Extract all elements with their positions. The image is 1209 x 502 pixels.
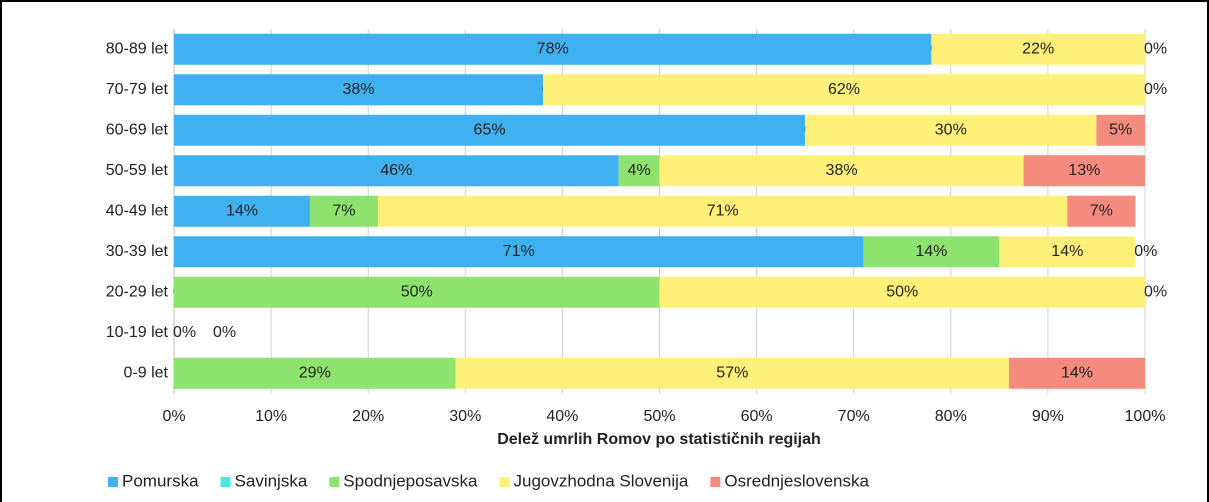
- data-label: 0%: [1134, 243, 1157, 260]
- bar-segment: [542, 74, 1145, 106]
- bar-segment: [377, 195, 1068, 227]
- bar-segment: [174, 195, 310, 227]
- x-tick-label: 20%: [352, 408, 384, 425]
- data-label: 0%: [1144, 81, 1167, 98]
- bar-segment: [455, 357, 1010, 389]
- data-label: 50%: [886, 283, 918, 300]
- bar-segment: [659, 155, 1024, 187]
- y-tick-label: 80-89 let: [106, 40, 169, 57]
- x-tick-label: 40%: [546, 408, 578, 425]
- data-label: 71%: [707, 202, 739, 219]
- legend-swatch: [710, 477, 721, 487]
- x-tick-label: 50%: [643, 408, 675, 425]
- data-label: 13%: [1068, 162, 1100, 179]
- bar-segment: [1023, 155, 1145, 187]
- data-label: 46%: [380, 162, 412, 179]
- bar-segment: [1096, 114, 1145, 146]
- data-label: 5%: [1109, 121, 1132, 138]
- legend-label: Osrednjeslovenska: [724, 471, 869, 490]
- bar-segment: [174, 155, 619, 187]
- x-tick-label: 30%: [449, 408, 481, 425]
- bar-segment: [174, 114, 806, 146]
- x-tick-label: 80%: [935, 408, 967, 425]
- data-label: 62%: [828, 81, 860, 98]
- bar-segment: [805, 114, 1097, 146]
- data-label: 14%: [915, 243, 947, 260]
- data-label: 0%: [213, 324, 236, 341]
- data-label: 30%: [935, 121, 967, 138]
- legend-swatch: [108, 477, 118, 487]
- data-label: 14%: [1051, 243, 1083, 260]
- y-tick-label: 40-49 let: [106, 202, 169, 219]
- bar-segment: [659, 276, 1145, 308]
- data-label: 0%: [1144, 40, 1167, 57]
- bar-segment: [1009, 357, 1145, 389]
- bar-segment: [863, 236, 1000, 268]
- y-tick-label: 60-69 let: [106, 121, 169, 138]
- data-label: 14%: [226, 202, 258, 219]
- bar-segment: [618, 155, 660, 187]
- y-tick-label: 0-9 let: [124, 364, 169, 381]
- data-label: 50%: [401, 283, 433, 300]
- data-label: 38%: [342, 81, 374, 98]
- y-tick-label: 10-19 let: [106, 324, 169, 341]
- data-label: 29%: [299, 364, 331, 381]
- bar-segment: [931, 33, 1145, 65]
- data-label: 0%: [173, 324, 196, 341]
- legend-swatch: [220, 477, 231, 487]
- legend-label: Jugovzhodna Slovenija: [514, 471, 689, 490]
- x-tick-label: 60%: [741, 408, 773, 425]
- bar-segment: [309, 195, 378, 227]
- legend-swatch: [329, 477, 340, 487]
- data-label: 14%: [1061, 364, 1093, 381]
- y-tick-label: 30-39 let: [106, 243, 169, 260]
- bar-segment: [174, 33, 932, 65]
- bar-segment: [999, 236, 1136, 268]
- x-tick-label: 0%: [162, 408, 185, 425]
- y-tick-label: 50-59 let: [106, 162, 169, 179]
- bar-segment: [1067, 195, 1136, 227]
- x-axis-title: Delež umrlih Romov po statističnih regij…: [497, 431, 821, 448]
- x-tick-label: 90%: [1032, 408, 1064, 425]
- data-label: 22%: [1022, 40, 1054, 57]
- y-tick-label: 70-79 let: [106, 81, 169, 98]
- data-label: 78%: [537, 40, 569, 57]
- data-label: 71%: [503, 243, 535, 260]
- data-label: 7%: [1090, 202, 1113, 219]
- x-tick-label: 10%: [255, 408, 287, 425]
- bar-segment: [174, 74, 543, 106]
- legend-label: Spodnjeposavska: [343, 471, 478, 490]
- legend-label: Pomurska: [122, 471, 199, 490]
- bar-segment: [174, 236, 864, 268]
- x-tick-label: 70%: [838, 408, 870, 425]
- data-label: 7%: [332, 202, 355, 219]
- data-label: 65%: [474, 121, 506, 138]
- bar-segment: [174, 276, 660, 308]
- data-label: 57%: [716, 364, 748, 381]
- x-tick-label: 100%: [1125, 408, 1166, 425]
- data-label: 0%: [1144, 283, 1167, 300]
- data-label: 4%: [628, 162, 651, 179]
- y-tick-label: 20-29 let: [106, 283, 169, 300]
- legend-label: Savinjska: [235, 471, 308, 490]
- legend-swatch: [499, 477, 510, 487]
- data-label: 38%: [826, 162, 858, 179]
- bar-segment: [174, 357, 456, 389]
